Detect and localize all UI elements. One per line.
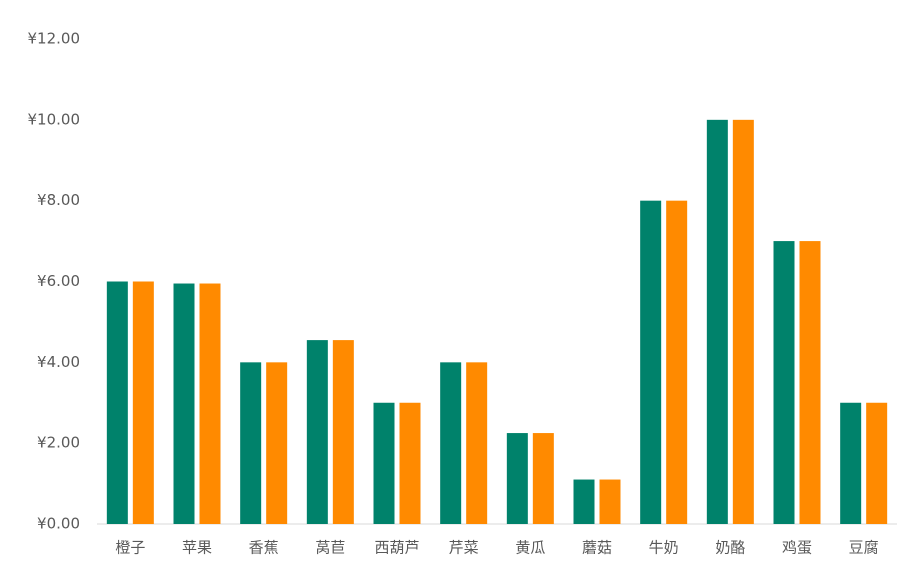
- y-tick-label: ¥10.00: [28, 110, 81, 128]
- bar: [399, 402, 421, 524]
- y-tick-label: ¥8.00: [37, 191, 80, 209]
- bar: [332, 340, 354, 524]
- bar: [173, 283, 195, 524]
- bar: [306, 340, 328, 524]
- y-tick-label: ¥12.00: [28, 30, 81, 48]
- bar: [799, 241, 821, 525]
- bar: [466, 362, 488, 524]
- x-tick-label: 莴苣: [315, 539, 345, 557]
- bar: [773, 241, 795, 525]
- bar: [373, 402, 395, 524]
- bar: [573, 479, 595, 524]
- x-tick-label: 香蕉: [249, 539, 279, 557]
- x-tick-label: 鸡蛋: [782, 539, 812, 557]
- x-tick-label: 豆腐: [849, 539, 879, 557]
- x-tick-label: 橙子: [115, 539, 145, 557]
- bar: [599, 479, 621, 524]
- x-tick-label: 苹果: [182, 539, 212, 557]
- bar: [666, 200, 688, 524]
- x-tick-label: 奶酪: [715, 539, 745, 557]
- x-tick-label: 蘑菇: [582, 539, 612, 557]
- bar: [732, 119, 754, 524]
- y-tick-label: ¥2.00: [37, 434, 80, 452]
- bar: [506, 433, 528, 524]
- y-tick-label: ¥6.00: [37, 272, 80, 290]
- bar: [866, 402, 888, 524]
- y-tick-label: ¥4.00: [37, 353, 80, 371]
- bar: [706, 119, 728, 524]
- x-tick-label: 黄瓜: [515, 539, 545, 557]
- bar: [840, 402, 862, 524]
- y-tick-label: ¥0.00: [37, 515, 80, 533]
- bar: [266, 362, 288, 524]
- bar: [132, 281, 154, 524]
- bar: [440, 362, 462, 524]
- bar: [106, 281, 128, 524]
- bar: [240, 362, 262, 524]
- x-tick-label: 牛奶: [649, 539, 679, 557]
- bar: [640, 200, 662, 524]
- x-tick-label: 芹菜: [449, 539, 479, 557]
- bar: [199, 283, 221, 524]
- bar: [532, 433, 554, 524]
- x-tick-label: 西葫芦: [374, 539, 419, 557]
